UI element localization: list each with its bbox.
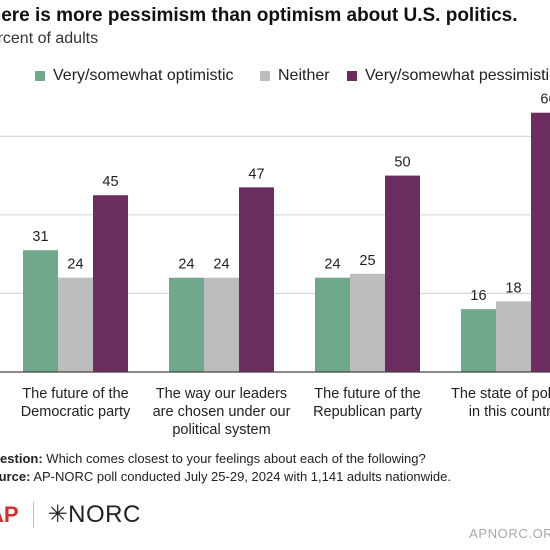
legend-item-pessimistic: Very/somewhat pessimistic <box>347 67 550 85</box>
category-label: Democratic party <box>21 404 131 420</box>
value-label-optimistic: 31 <box>32 229 48 245</box>
bar-optimistic <box>23 250 58 372</box>
bar-neither <box>58 277 93 372</box>
bar-optimistic <box>169 277 204 372</box>
value-label-pessimistic: 45 <box>102 174 118 190</box>
legend-swatch-neither <box>260 71 270 81</box>
bar-pessimistic <box>385 175 420 372</box>
value-label-pessimistic: 66 <box>540 92 550 108</box>
value-label-neither: 24 <box>213 257 229 273</box>
value-label-optimistic: 16 <box>470 288 486 304</box>
source-label: Source: <box>0 469 31 484</box>
legend-label-neither: Neither <box>278 67 330 84</box>
chart-title: There is more pessimism than optimism ab… <box>0 5 518 26</box>
norc-logo: ✳NORC <box>47 501 141 528</box>
question-text: Which comes closest to your feelings abo… <box>46 451 426 466</box>
question-label: Question: <box>0 451 43 466</box>
category-label: in this country <box>469 404 550 420</box>
brand-url: APNORC.ORG <box>469 526 550 541</box>
value-label-pessimistic: 47 <box>248 166 264 182</box>
legend-item-optimistic: Very/somewhat optimistic <box>35 67 234 85</box>
legend-label-pessimistic: Very/somewhat pessimistic <box>365 67 550 84</box>
value-label-neither: 25 <box>359 253 375 269</box>
category-label: The future of the <box>22 386 128 402</box>
category-label: The way our leaders <box>156 386 287 402</box>
value-label-neither: 18 <box>505 280 521 296</box>
ap-logo: AP <box>0 501 19 527</box>
value-label-optimistic: 24 <box>178 257 194 273</box>
source-text: AP-NORC poll conducted July 25-29, 2024 … <box>33 469 452 484</box>
category-label: Republican party <box>313 404 423 420</box>
source-note: Source: AP-NORC poll conducted July 25-2… <box>0 469 451 484</box>
value-label-optimistic: 24 <box>324 257 340 273</box>
bar-neither <box>204 277 239 372</box>
bar-pessimistic <box>239 187 274 372</box>
category-label: political system <box>172 422 270 438</box>
bar-optimistic <box>461 309 496 372</box>
legend-label-optimistic: Very/somewhat optimistic <box>53 67 234 84</box>
category-label: The future of the <box>314 386 420 402</box>
question-note: Question: Which comes closest to your fe… <box>0 451 426 466</box>
bar-pessimistic <box>93 195 128 372</box>
category-label: are chosen under our <box>153 404 291 420</box>
bar-pessimistic <box>531 112 550 372</box>
legend-item-neither: Neither <box>260 67 330 85</box>
logo-divider <box>32 501 34 528</box>
legend-swatch-pessimistic <box>347 71 357 81</box>
bar-neither <box>350 273 385 372</box>
footer-logos: AP ✳NORC <box>0 500 141 529</box>
chart-subtitle: Percent of adults <box>0 30 99 47</box>
legend-swatch-optimistic <box>35 71 45 81</box>
bar-optimistic <box>315 277 350 372</box>
bar-neither <box>496 301 531 372</box>
value-label-pessimistic: 50 <box>394 155 410 171</box>
value-label-neither: 24 <box>67 257 83 273</box>
category-label: The state of politics <box>451 386 550 402</box>
